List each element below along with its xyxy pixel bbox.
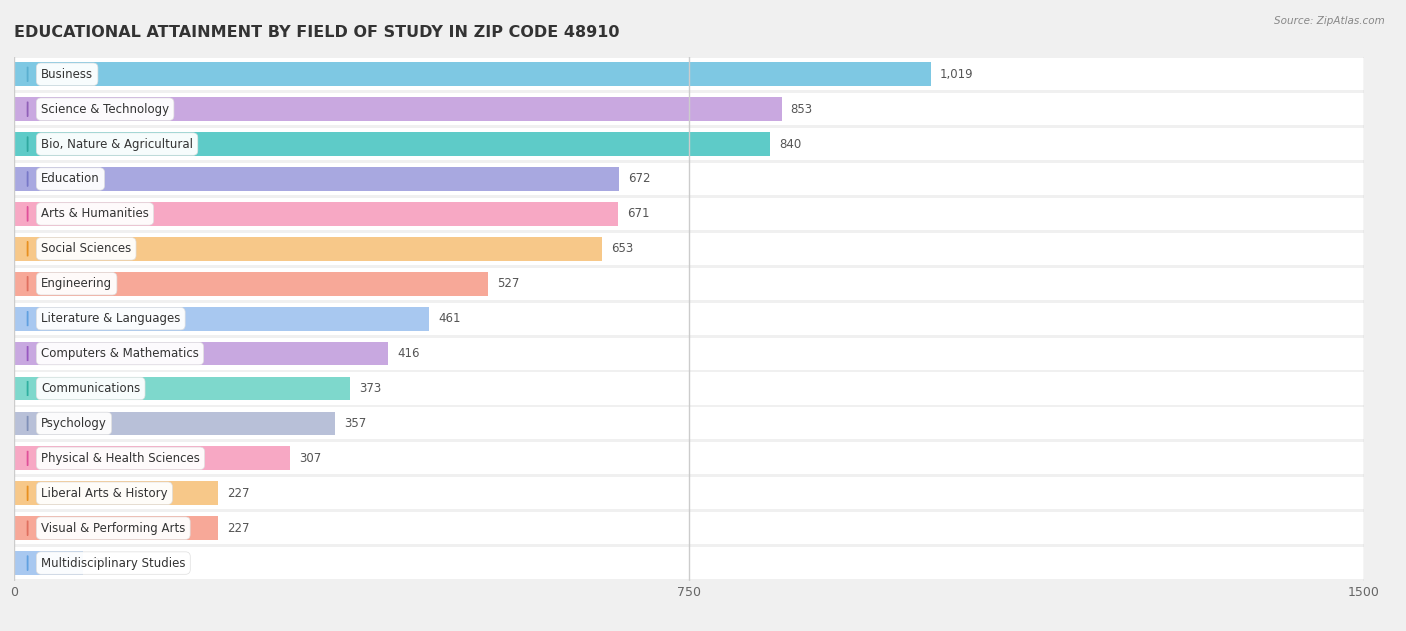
- Text: Liberal Arts & History: Liberal Arts & History: [41, 487, 167, 500]
- Text: Business: Business: [41, 68, 93, 81]
- Text: Visual & Performing Arts: Visual & Performing Arts: [41, 522, 186, 534]
- Bar: [14, 233, 1364, 265]
- Bar: [14, 93, 1364, 125]
- Text: 227: 227: [228, 522, 250, 534]
- Text: 416: 416: [398, 347, 420, 360]
- Text: 1,019: 1,019: [941, 68, 973, 81]
- Bar: [14, 133, 770, 156]
- Text: Education: Education: [41, 172, 100, 186]
- Text: 373: 373: [359, 382, 381, 395]
- Text: Engineering: Engineering: [41, 277, 112, 290]
- Bar: [14, 128, 1364, 160]
- Text: 672: 672: [627, 172, 650, 186]
- Text: Physical & Health Sciences: Physical & Health Sciences: [41, 452, 200, 465]
- Text: Psychology: Psychology: [41, 417, 107, 430]
- Bar: [14, 481, 218, 505]
- Bar: [14, 58, 1364, 90]
- Text: 227: 227: [228, 487, 250, 500]
- Bar: [14, 303, 1364, 334]
- Bar: [14, 268, 1364, 300]
- Bar: [14, 477, 1364, 509]
- Bar: [14, 372, 1364, 404]
- Text: 653: 653: [610, 242, 633, 256]
- Text: Literature & Languages: Literature & Languages: [41, 312, 180, 325]
- Bar: [14, 442, 1364, 475]
- Bar: [14, 547, 1364, 579]
- Text: Social Sciences: Social Sciences: [41, 242, 131, 256]
- Bar: [14, 97, 782, 121]
- Text: 77: 77: [93, 557, 107, 570]
- Text: Computers & Mathematics: Computers & Mathematics: [41, 347, 198, 360]
- Bar: [14, 167, 619, 191]
- Bar: [14, 551, 83, 575]
- Text: Science & Technology: Science & Technology: [41, 103, 169, 115]
- Bar: [14, 447, 290, 470]
- Text: Bio, Nature & Agricultural: Bio, Nature & Agricultural: [41, 138, 193, 151]
- Text: 840: 840: [779, 138, 801, 151]
- Bar: [14, 338, 1364, 370]
- Bar: [14, 516, 218, 540]
- Bar: [14, 198, 1364, 230]
- Text: 527: 527: [498, 277, 520, 290]
- Bar: [14, 411, 335, 435]
- Text: Multidisciplinary Studies: Multidisciplinary Studies: [41, 557, 186, 570]
- Bar: [14, 377, 350, 400]
- Bar: [14, 202, 617, 226]
- Bar: [14, 163, 1364, 195]
- Bar: [14, 408, 1364, 439]
- Text: EDUCATIONAL ATTAINMENT BY FIELD OF STUDY IN ZIP CODE 48910: EDUCATIONAL ATTAINMENT BY FIELD OF STUDY…: [14, 25, 620, 40]
- Text: Arts & Humanities: Arts & Humanities: [41, 208, 149, 220]
- Text: Communications: Communications: [41, 382, 141, 395]
- Text: 357: 357: [344, 417, 367, 430]
- Bar: [14, 512, 1364, 544]
- Bar: [14, 62, 931, 86]
- Text: 307: 307: [299, 452, 322, 465]
- Bar: [14, 307, 429, 331]
- Bar: [14, 237, 602, 261]
- Bar: [14, 342, 388, 365]
- Text: 461: 461: [437, 312, 460, 325]
- Bar: [14, 272, 488, 295]
- Text: 671: 671: [627, 208, 650, 220]
- Text: Source: ZipAtlas.com: Source: ZipAtlas.com: [1274, 16, 1385, 26]
- Text: 853: 853: [790, 103, 813, 115]
